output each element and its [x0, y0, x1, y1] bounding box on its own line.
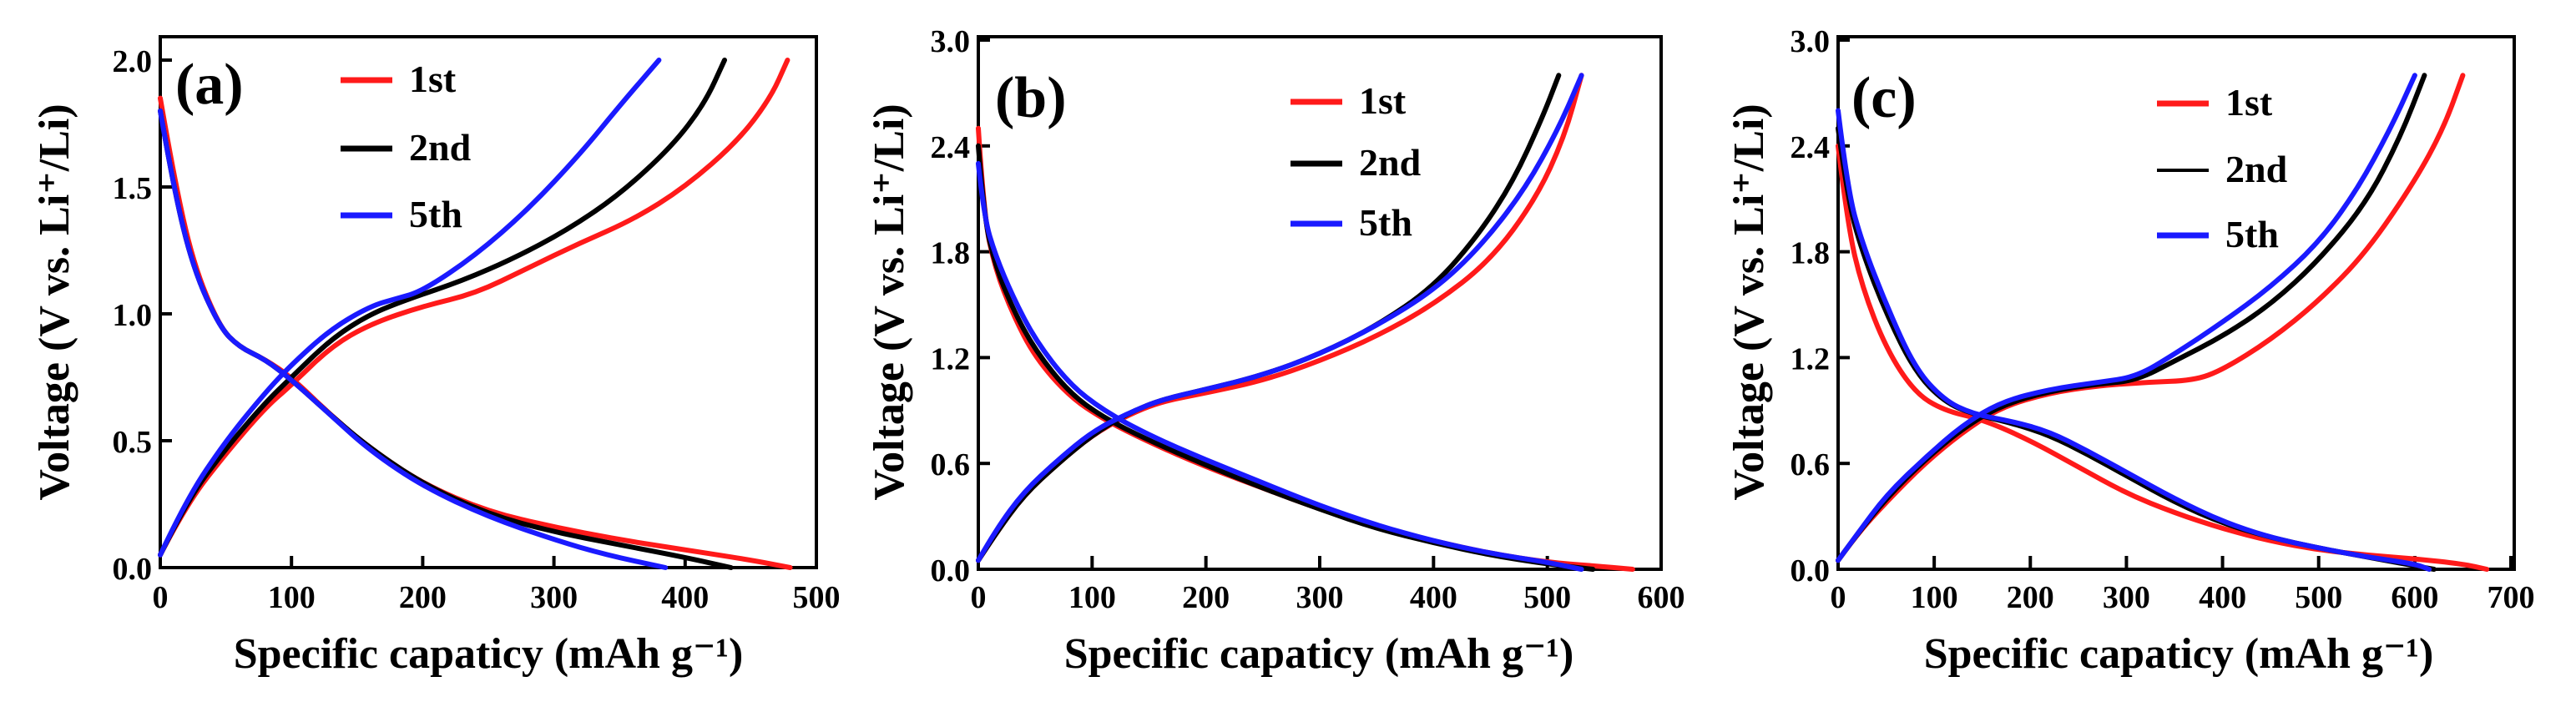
y-tick-label: 2.4	[931, 130, 971, 165]
series-2nd-discharge-line	[976, 143, 1596, 572]
plot-frame	[1836, 35, 2516, 571]
legend-label-1st: 1st	[2225, 81, 2273, 124]
x-axis-label: Specific capaticy (mAh g⁻¹)	[234, 630, 744, 678]
plot-frame	[977, 35, 1663, 571]
legend-label-1st: 1st	[409, 58, 457, 100]
x-tick-label: 300	[1296, 580, 1344, 615]
x-tick-label: 400	[661, 580, 709, 615]
series-5th-charge-line	[976, 73, 1584, 563]
x-tick-label: 600	[2391, 580, 2438, 615]
x-tick-label: 600	[1638, 580, 1685, 615]
y-tick-label: 0.5	[113, 425, 153, 460]
legend-label-5th: 5th	[2225, 213, 2279, 255]
y-tick-label: 3.0	[1791, 24, 1831, 59]
y-axis-label: Voltage (V vs. Li⁺/Li)	[866, 104, 913, 500]
x-axis-label: Specific capaticy (mAh g⁻¹)	[1924, 630, 2434, 678]
series-5th-discharge-line	[158, 108, 669, 570]
x-tick-label: 100	[268, 580, 316, 615]
y-tick-label: 2.0	[113, 44, 153, 79]
y-axis-label: Voltage (V vs. Li⁺/Li)	[1725, 104, 1773, 500]
series-2nd-charge-line	[1836, 73, 2427, 563]
legend-label-2nd: 2nd	[1359, 141, 1422, 184]
y-tick-label: 0.6	[931, 447, 971, 482]
y-tick-label: 1.2	[931, 341, 971, 376]
legend-label-2nd: 2nd	[2225, 148, 2288, 190]
legend: 1st 2nd 5th	[341, 58, 472, 235]
series-1st-discharge-line	[158, 95, 793, 570]
legend-label-5th: 5th	[1359, 201, 1412, 244]
panel-label: (b)	[995, 66, 1067, 130]
panel-b: 0 100 200 300 400 500 600 0.0 0.6 1.2 1.8 2.4 3.0 (b…	[866, 24, 1685, 678]
axis-ticks: 0 100 200 300 400 500 600 0.0 0.6 1.2 1.8 2.4 3.0	[931, 24, 1685, 615]
series-5th-discharge-line	[976, 160, 1584, 572]
legend-label-1st: 1st	[1359, 79, 1407, 122]
y-tick-label: 0.0	[113, 552, 153, 587]
y-tick-label: 1.8	[931, 236, 971, 271]
y-axis-label: Voltage (V vs. Li⁺/Li)	[31, 104, 78, 500]
series-5th-discharge-line	[1836, 108, 2432, 572]
x-tick-label: 100	[1911, 580, 1958, 615]
panel-c: 0 100 200 300 400 500 600 700 0.0 0.6 1.2 1.8 2.4 3.0…	[1725, 24, 2535, 678]
y-tick-label: 1.8	[1791, 236, 1831, 271]
series-2nd-discharge-line	[1836, 125, 2437, 572]
plot-frame	[159, 35, 818, 569]
x-tick-label: 200	[1182, 580, 1230, 615]
panel-a: 0 100 200 300 400 500 0.0 0.5 1.0 1.5 2.0 (a) 1st …	[31, 35, 841, 678]
series-layer	[976, 73, 1635, 572]
series-1st-charge-line	[158, 58, 790, 558]
x-tick-label: 400	[2199, 580, 2246, 615]
legend: 1st 2nd 5th	[1291, 79, 1422, 244]
y-tick-label: 1.5	[113, 171, 153, 206]
series-layer	[158, 58, 793, 570]
y-tick-label: 2.4	[1791, 130, 1831, 165]
x-tick-label: 0	[971, 580, 987, 615]
x-tick-label: 500	[793, 580, 841, 615]
x-tick-label: 200	[2007, 580, 2054, 615]
panel-label: (a)	[175, 53, 244, 117]
x-axis-label: Specific capaticy (mAh g⁻¹)	[1064, 630, 1574, 678]
series-1st-charge-line	[1836, 73, 2466, 563]
series-5th-charge-line	[1836, 73, 2417, 563]
x-tick-label: 0	[1831, 580, 1846, 615]
panel-label: (c)	[1851, 66, 1917, 130]
x-tick-label: 500	[1523, 580, 1571, 615]
y-tick-label: 0.0	[931, 553, 971, 588]
x-tick-label: 700	[2488, 580, 2535, 615]
x-tick-label: 500	[2295, 580, 2342, 615]
y-tick-label: 0.6	[1791, 447, 1831, 482]
x-tick-label: 300	[530, 580, 578, 615]
legend-label-5th: 5th	[409, 193, 462, 235]
y-tick-label: 0.0	[1791, 553, 1831, 588]
y-tick-label: 3.0	[931, 24, 971, 59]
x-tick-label: 300	[2103, 580, 2150, 615]
legend: 1st 2nd 5th	[2157, 81, 2288, 255]
x-tick-label: 400	[1410, 580, 1457, 615]
x-tick-label: 200	[399, 580, 447, 615]
legend-label-2nd: 2nd	[409, 126, 472, 169]
axis-ticks: 0 100 200 300 400 500 0.0 0.5 1.0 1.5 2.0	[113, 44, 841, 615]
series-5th-charge-line	[158, 58, 662, 558]
x-tick-label: 100	[1068, 580, 1116, 615]
series-1st-discharge-line	[1836, 143, 2490, 572]
x-tick-label: 0	[153, 580, 169, 615]
series-2nd-charge-line	[158, 58, 727, 558]
y-tick-label: 1.0	[113, 298, 153, 333]
series-layer	[1836, 73, 2490, 572]
axis-ticks: 0 100 200 300 400 500 600 700 0.0 0.6 1.2 1.8 2.4 3.0	[1791, 24, 2535, 615]
y-tick-label: 1.2	[1791, 341, 1831, 376]
